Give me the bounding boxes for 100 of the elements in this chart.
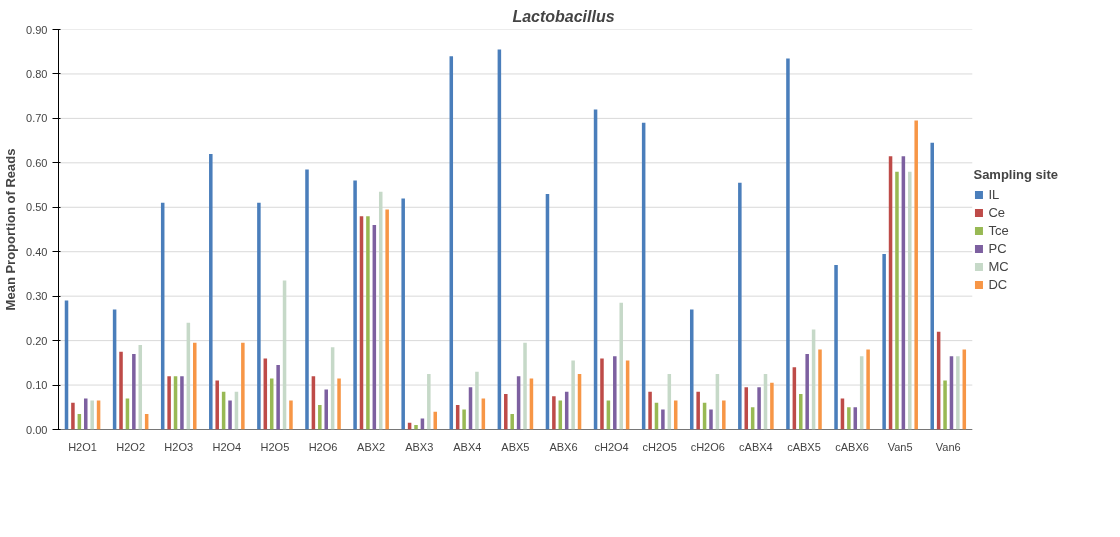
bar [119,351,123,430]
bar [228,400,232,430]
y-tick-label: 0.10 [26,379,48,392]
x-tick-label: cABX5 [787,440,821,453]
bar [138,345,143,430]
x-tick-label: H2O1 [68,440,97,453]
bar [257,202,261,430]
bar [744,387,749,430]
bar [805,353,809,430]
bar [770,382,774,430]
y-tick-label: 0.80 [26,67,48,80]
bar [613,356,617,430]
bar [930,142,934,430]
x-tick-label: H2O5 [260,440,290,453]
bar [71,402,75,430]
bar [619,302,623,430]
bar [324,389,328,430]
y-tick-label: 0.70 [26,112,48,125]
bar [757,387,761,430]
bar [385,209,389,430]
legend-label: DC [988,276,1009,292]
bar [401,198,405,430]
bar [834,265,838,430]
bar [215,380,219,430]
y-tick-label: 0.40 [26,245,48,258]
bar [722,400,726,430]
y-tick-label: 0.00 [26,423,48,436]
bar [414,425,418,430]
bar [689,309,694,430]
bar [943,380,947,430]
bar [132,353,136,430]
x-tick-label: cABX6 [835,440,869,453]
bar [90,400,94,430]
bar [914,120,918,430]
bar [956,356,960,430]
bar [193,342,197,430]
x-tick-label: H2O6 [308,440,338,453]
bar [799,393,803,430]
x-tick-label: H2O4 [212,440,242,453]
bar [353,180,357,430]
bar [504,393,508,430]
bar [305,169,309,430]
bar [661,409,665,430]
legend-title: Sampling site [973,166,1058,182]
bar [462,409,466,430]
bar [241,342,245,430]
chart-title: Lactobacillus [512,7,615,25]
legend-label: PC [988,240,1008,256]
x-tick-label: ABX4 [453,440,482,453]
bar [866,349,870,430]
y-axis-title: Mean Proportion of Reads [3,148,19,311]
bar [83,398,88,430]
bar [882,253,886,430]
bar [510,413,514,430]
bar [337,378,341,430]
bar [433,411,438,430]
bar [180,376,184,430]
bar [600,358,604,430]
bar [895,171,899,430]
x-tick-label: cABX4 [739,440,773,453]
bar [318,405,322,430]
bar [366,216,370,430]
x-tick-label: Van6 [935,440,961,453]
x-tick-label: Van5 [887,440,913,453]
x-tick-label: ABX3 [405,440,434,453]
x-tick-label: cH2O6 [690,440,725,453]
bar [378,191,383,430]
bar [552,396,556,430]
bar [475,371,479,430]
x-tick-label: ABX2 [357,440,386,453]
legend-label: Ce [988,204,1007,220]
bar [908,171,912,430]
x-tick-label: cH2O5 [642,440,677,453]
y-tick-label: 0.30 [26,290,48,303]
x-tick-label: ABX6 [549,440,578,453]
y-tick-label: 0.60 [26,156,48,169]
bar [648,391,652,430]
x-tick-label: H2O3 [164,440,194,453]
y-tick-label: 0.20 [26,334,48,347]
bar [786,58,790,430]
bar [571,360,575,430]
x-tick-label: H2O2 [116,440,146,453]
legend-label: Tce [988,222,1009,238]
legend-label: MC [988,258,1009,274]
legend-label: IL [988,186,1001,202]
bar [696,391,700,430]
bar [289,400,293,430]
bar [847,407,851,430]
bar [709,409,713,430]
x-tick-label: cH2O4 [594,440,629,453]
y-tick-label: 0.90 [26,23,48,36]
bar [209,153,213,430]
bar [167,376,171,430]
x-tick-label: ABX5 [501,440,530,453]
bar [738,182,742,430]
y-tick-label: 0.50 [26,201,48,214]
bar [818,349,822,430]
bar [276,365,280,430]
bar [427,373,431,430]
bar [523,342,527,430]
